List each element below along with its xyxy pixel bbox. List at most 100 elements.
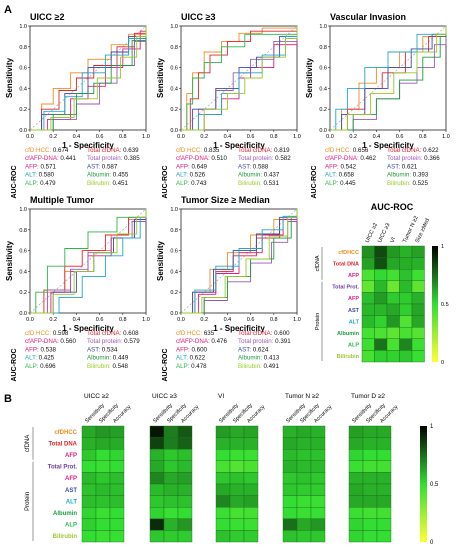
color-scale-label: 0 (441, 360, 444, 366)
y-tick-label: 0.4 (170, 86, 178, 92)
heatmap-cell (374, 338, 388, 351)
plot-frame (180, 25, 298, 131)
heatmap-row-label: Total Prot. (48, 465, 78, 471)
heatmap-cell (243, 425, 259, 438)
auc-entry-value: 0.449 (113, 355, 129, 362)
heatmap-row-label: Albumin (337, 331, 360, 337)
heatmap-cell (229, 530, 245, 543)
auc-entry-label: ALT: (176, 355, 190, 362)
heatmap-row-label: AFP (348, 273, 359, 279)
auc-entry: Albumin: 0.449 (87, 355, 129, 362)
auc-entry: Total cfDNA: 0.819 (238, 147, 290, 154)
heatmap-cell (348, 530, 364, 543)
x-tick-label: 1.0 (293, 317, 301, 323)
heatmap-cell (109, 437, 125, 450)
heatmap-cell (229, 425, 245, 438)
chart-title: AUC-ROC (371, 202, 414, 212)
heatmap-cell (282, 437, 298, 450)
heatmap-row-label: cfDHCC (338, 250, 359, 256)
roc-plot: Vascular Invasion 0.0 0.2 0.4 0.6 0.8 1.0 0.0 0.… (305, 12, 450, 199)
heatmap-cell (362, 518, 378, 531)
auc-entry: Bilirubin: 0.451 (87, 180, 128, 187)
heatmap-cell (243, 449, 259, 462)
auc-entry: cfD HCC: 0.598 (25, 330, 69, 337)
heatmap-cell (362, 495, 378, 508)
heatmap-cell (109, 530, 125, 543)
y-tick-label: 0.2 (170, 290, 178, 296)
heatmap-cell (109, 483, 125, 496)
auc-entry-label: ALP: (25, 180, 40, 187)
chart-title: Vascular Invasion (330, 12, 406, 22)
color-scale-label: 1 (430, 424, 434, 430)
y-tick-label: 1.0 (19, 207, 27, 213)
auc-entry: AST: 0.588 (238, 163, 269, 170)
heatmap-cell (362, 472, 378, 485)
auc-entry: cfAFP-DNA: 0.560 (25, 338, 76, 345)
auc-entry-value: 0.819 (274, 147, 290, 154)
heatmap-cell (109, 460, 125, 473)
heatmap-cell (376, 449, 392, 462)
plot-frame (329, 25, 447, 131)
heatmap-row-label: Total Prot. (332, 285, 359, 291)
x-tick-label: 0.8 (119, 134, 127, 140)
roc-curve (181, 209, 298, 314)
heatmap-cell (374, 350, 388, 363)
heatmap-cell (348, 483, 364, 496)
heatmap-cell (374, 327, 388, 340)
y-tick-label: 0.0 (19, 128, 27, 134)
auc-entry-label: Total protein: (238, 338, 275, 345)
plot-frame (180, 208, 298, 314)
y-tick-label: 1.0 (170, 207, 178, 213)
auc-entry-label: cfAFP-DNA: (176, 338, 211, 345)
heatmap-cell (296, 460, 312, 473)
heatmap-cell (296, 437, 312, 450)
heatmap-cell (109, 472, 125, 485)
heatmap-cell (81, 518, 97, 531)
x-axis-label: 1 - Specificity (62, 141, 114, 150)
auc-entry-label: AST: (87, 346, 102, 353)
x-tick-label: 0.8 (119, 317, 127, 323)
heatmap-cell (361, 338, 375, 351)
roc-curve (30, 209, 147, 314)
heatmap-row-label: AFP (65, 476, 77, 482)
auc-entry-label: Total cfDNA: (87, 147, 123, 154)
y-axis-label: Sensitivity (305, 57, 314, 98)
heatmap-cell (163, 495, 179, 508)
x-axis-label: 1 - Specificity (213, 141, 265, 150)
auc-label: AUC-ROC (311, 165, 318, 198)
heatmap-cell (411, 269, 425, 282)
x-tick-label: 0.8 (270, 134, 278, 140)
auc-entry-value: 0.526 (190, 172, 206, 179)
heatmap-cell (149, 449, 165, 462)
heatmap-cell (361, 245, 375, 258)
heatmap-cell (376, 460, 392, 473)
auc-entry-value: 0.548 (112, 363, 128, 370)
x-tick-label: 0.0 (326, 134, 334, 140)
group-label: Protein (315, 313, 321, 330)
auc-entry-label: ALP: (176, 180, 191, 187)
auc-entry-label: Bilirubin: (87, 363, 112, 370)
heatmap-cell (149, 425, 165, 438)
auc-entry-label: ALP: (25, 363, 40, 370)
color-scale-bar (420, 426, 427, 542)
heatmap-cell (310, 518, 326, 531)
heatmap-row-label: cfDHCC (54, 430, 77, 436)
heatmap-cell (386, 257, 400, 270)
auc-entry: ALT: 0.580 (25, 172, 55, 179)
heatmap-cell (282, 507, 298, 520)
auc-entry-label: ALT: (25, 355, 39, 362)
color-scale-label: 0.5 (430, 482, 439, 488)
y-axis-label: Sensitivity (5, 240, 14, 281)
x-tick-label: 0.4 (224, 317, 232, 323)
group-label: Protein (25, 492, 31, 511)
heatmap-cell (177, 437, 193, 450)
roc-curve (30, 209, 147, 314)
auc-entry: cfD HCC: 0.674 (25, 147, 69, 154)
chart-title: Tumor Size ≥ Median (181, 195, 270, 205)
x-tick-label: 0.0 (26, 134, 34, 140)
y-tick-label: 0.0 (170, 128, 178, 134)
heatmap-cell (81, 507, 97, 520)
y-tick-label: 0.0 (19, 311, 27, 317)
heatmap-cell (95, 507, 111, 520)
auc-entry: ALT: 0.658 (325, 172, 355, 179)
